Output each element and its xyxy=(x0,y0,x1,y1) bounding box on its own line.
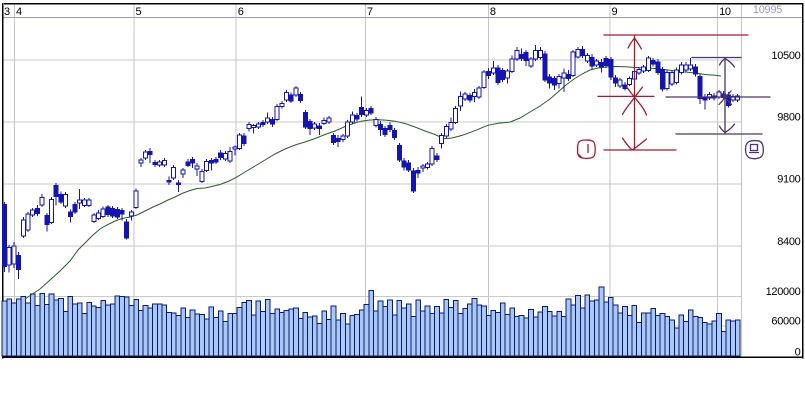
svg-text:10500: 10500 xyxy=(771,50,800,62)
svg-text:4: 4 xyxy=(16,6,22,18)
svg-text:0: 0 xyxy=(795,347,801,359)
svg-text:120000: 120000 xyxy=(766,286,801,298)
svg-text:9800: 9800 xyxy=(777,112,800,124)
svg-text:7: 7 xyxy=(367,6,373,18)
svg-text:8400: 8400 xyxy=(777,236,800,248)
svg-text:8: 8 xyxy=(490,6,496,18)
svg-text:10995: 10995 xyxy=(753,4,782,16)
svg-text:3: 3 xyxy=(4,6,10,18)
svg-text:10: 10 xyxy=(719,6,731,18)
svg-text:9100: 9100 xyxy=(777,173,800,185)
svg-text:60000: 60000 xyxy=(771,315,800,327)
svg-text:6: 6 xyxy=(238,6,244,18)
svg-text:9: 9 xyxy=(612,6,618,18)
svg-text:5: 5 xyxy=(136,6,142,18)
